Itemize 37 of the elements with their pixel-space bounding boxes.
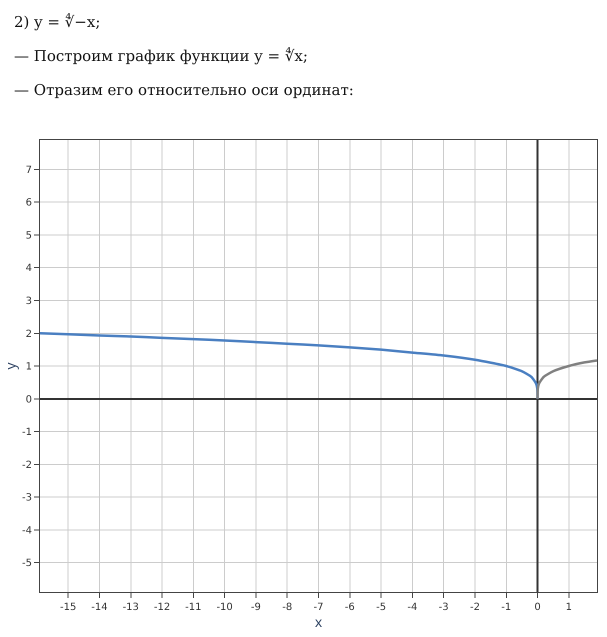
y-tick-label: -5 xyxy=(22,558,32,570)
x-tick-label: -7 xyxy=(314,602,324,613)
y-tick-label: -2 xyxy=(22,460,32,471)
x-tick-label: -6 xyxy=(344,602,355,613)
x-tick-label: -15 xyxy=(60,602,76,613)
x-tick-label: -11 xyxy=(185,602,202,613)
text: — Построим график функции y = ∜x; xyxy=(14,47,308,65)
x-tick-label: -10 xyxy=(216,602,233,613)
y-tick-label: -4 xyxy=(22,525,32,536)
x-tick-label: -2 xyxy=(470,602,480,613)
x-axis-title: x xyxy=(314,613,323,632)
y-tick-label: -3 xyxy=(22,492,32,504)
y-tick-label: 6 xyxy=(26,198,32,209)
y-tick-label: 2 xyxy=(26,328,32,340)
line-series xyxy=(536,359,597,400)
text: 2) y = ∜−x; xyxy=(14,13,100,31)
x-tick-label: -12 xyxy=(154,602,170,613)
y-axis-title: y xyxy=(2,362,21,370)
x-tick-label: -4 xyxy=(407,602,418,613)
text: — Отразим его относительно оси ординат: xyxy=(14,81,354,99)
y-tick-label: 7 xyxy=(26,164,32,176)
x-tick-label: -9 xyxy=(250,602,261,613)
y-tick-label: 3 xyxy=(26,296,32,307)
x-tick-label: -1 xyxy=(501,602,512,613)
y-tick-label: 5 xyxy=(26,230,32,242)
y-tick-label: -1 xyxy=(22,427,32,438)
line-series xyxy=(40,332,539,400)
x-tick-label: 1 xyxy=(566,602,572,613)
x-tick-label: -13 xyxy=(122,602,139,613)
y-tick-label: 0 xyxy=(26,394,32,406)
x-tick-label: 0 xyxy=(534,602,541,613)
x-tick-label: -8 xyxy=(282,602,292,613)
x-tick-label: -3 xyxy=(438,602,449,613)
y-tick-label: 4 xyxy=(26,263,32,274)
y-tick-label: 1 xyxy=(26,362,32,372)
x-tick-label: -14 xyxy=(91,602,108,613)
x-tick-label: -5 xyxy=(376,602,386,613)
